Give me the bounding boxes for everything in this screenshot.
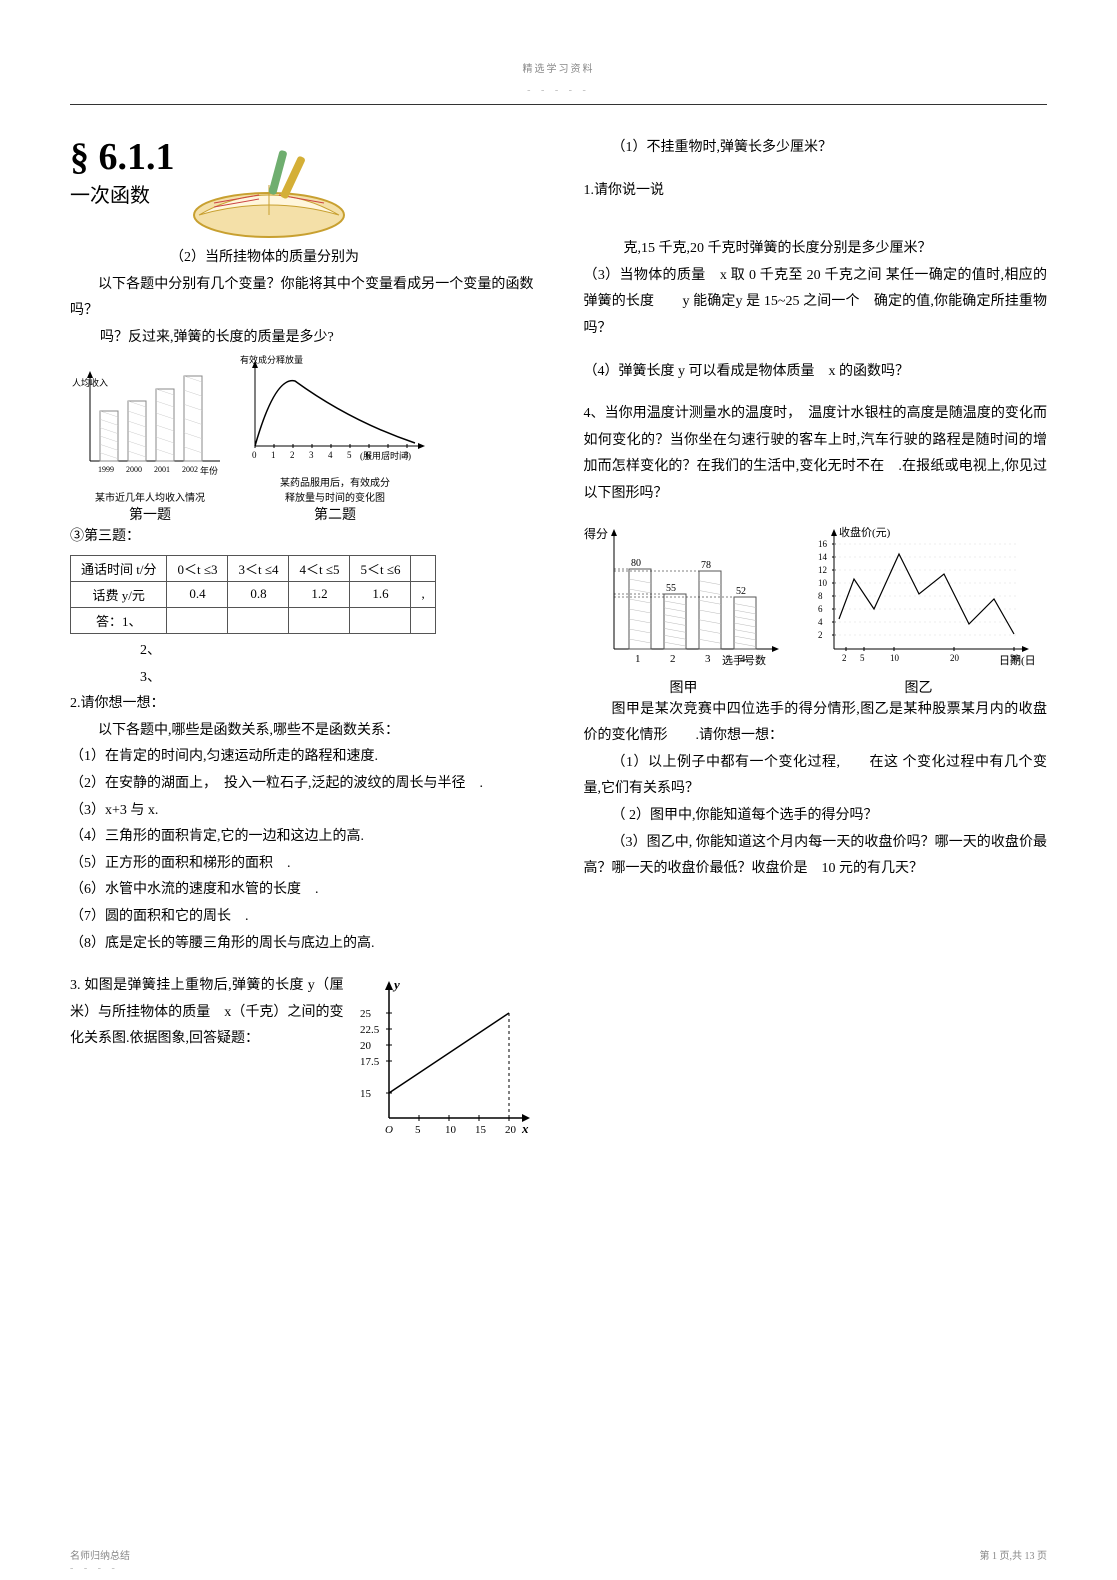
svg-text:5: 5: [347, 450, 352, 460]
list-item: （5）正方形的面积和梯形的面积 .: [70, 851, 534, 878]
svg-text:得分: 得分: [584, 526, 608, 541]
left-column: § 6.1.1 一次函数 （2）当所挂物体的质量分别为 以下各题中分别有几个变量…: [70, 135, 534, 1143]
svg-text:15: 15: [360, 1088, 372, 1100]
list-item: （1）在肯定的时间内,匀速运动所走的路程和速度.: [70, 744, 534, 771]
list-item: （8）底是定长的等腰三角形的周长与底边上的高.: [70, 931, 534, 958]
list-item: （3）x+3 与 x.: [70, 798, 534, 825]
svg-text:5: 5: [860, 653, 865, 663]
svg-text:22.5: 22.5: [360, 1024, 380, 1036]
list-item: （7）圆的面积和它的周长 .: [70, 904, 534, 931]
svg-text:3: 3: [309, 450, 314, 460]
right-column: （1）不挂重物时,弹簧长多少厘米？ 1.请你说一说 克,15 千克,20 千克时…: [584, 135, 1048, 1143]
svg-text:4: 4: [818, 617, 823, 627]
header-title: 精选学习资料: [70, 60, 1047, 75]
svg-text:0: 0: [252, 450, 257, 460]
svg-text:6: 6: [818, 604, 823, 614]
svg-text:人均收入: 人均收入: [72, 377, 108, 388]
footer-left: 名师归纳总结: [70, 1547, 130, 1562]
section-number: § 6.1.1: [70, 135, 175, 179]
svg-text:x: x: [521, 1121, 529, 1136]
svg-text:4: 4: [328, 450, 333, 460]
svg-text:2001: 2001: [154, 465, 170, 474]
r-cont: 克,15 千克,20 千克时弹簧的长度分别是多少厘米？: [624, 236, 1048, 263]
svg-text:17.5: 17.5: [360, 1056, 380, 1068]
header-dashes: - - - - -: [70, 85, 1047, 96]
svg-text:20: 20: [505, 1124, 517, 1136]
chart-1: 人均收入 1999200020012002 年份 某市近几年人均收入情况 第一题: [70, 366, 230, 524]
r-say: 1.请你说一说: [584, 178, 1048, 205]
svg-text:2: 2: [818, 630, 823, 640]
svg-text:15: 15: [475, 1124, 487, 1136]
q3-title: ③第三题：: [70, 524, 534, 551]
chart1-label: 第一题: [70, 504, 230, 524]
call-fee-table: 通话时间 t/分0＜t ≤33＜t ≤44＜t ≤55＜t ≤6 话费 y/元0…: [70, 555, 436, 634]
spring-chart: y x 25 22.5 20 17.5 15 O 5 10 15 20: [354, 973, 534, 1143]
top-rule: [70, 104, 1047, 105]
ans-3: 3、: [140, 665, 534, 692]
svg-text:年份: 年份: [200, 465, 218, 476]
svg-text:25: 25: [360, 1008, 372, 1020]
svg-text:5: 5: [415, 1124, 421, 1136]
think-title: 2.请你想一想：: [70, 691, 534, 718]
svg-text:2: 2: [842, 653, 847, 663]
book-icon: [179, 135, 349, 245]
r-q1: （1）不挂重物时,弹簧长多少厘米？: [584, 135, 1048, 162]
r-q4: （4）弹簧长度 y 可以看成是物体质量 x 的函数吗？: [584, 359, 1048, 386]
svg-text:10: 10: [445, 1124, 457, 1136]
svg-text:10: 10: [818, 578, 828, 588]
chart2-label: 第二题: [240, 504, 430, 524]
svg-text:78: 78: [701, 560, 711, 571]
chart-yi: 收盘价(元) 161412108642 25102030 日期(日) 图乙: [804, 524, 1034, 697]
r-q3: （3）当物体的质量 x 取 0 千克至 20 千克之间 某任一确定的值时,相应的…: [584, 263, 1048, 343]
r-p7: （1）以上例子中都有一个变化过程, 在这 个变化过程中有几个变量,它们有关系吗？: [584, 750, 1048, 803]
list-item: （6）水管中水流的速度和水管的长度 .: [70, 877, 534, 904]
r-p9: （3）图乙中, 你能知道这个月内每一天的收盘价吗？哪一天的收盘价最高？哪一天的收…: [584, 830, 1048, 883]
footer-right: 第 1 页,共 13 页: [980, 1547, 1048, 1562]
svg-text:选手号数: 选手号数: [722, 653, 766, 667]
svg-text:日期(日): 日期(日): [999, 654, 1034, 667]
section-subtitle: 一次函数: [70, 179, 175, 208]
svg-text:y: y: [392, 977, 400, 992]
svg-text:2: 2: [290, 450, 295, 460]
svg-text:12: 12: [818, 565, 827, 575]
spring-reverse-line: 吗？反过来,弹簧的长度的质量是多少?: [100, 325, 534, 352]
svg-text:52: 52: [736, 586, 746, 597]
svg-text:8: 8: [818, 591, 823, 601]
svg-text:55: 55: [666, 583, 676, 594]
chart-jia: 得分 801552783524 选手号数 图甲: [584, 524, 784, 697]
svg-text:O: O: [385, 1124, 393, 1136]
svg-text:1: 1: [271, 450, 276, 460]
q3-spring-text: 3. 如图是弹簧挂上重物后,弹簧的长度 y（厘米）与所挂物体的质量 x（千克）之…: [70, 973, 344, 1053]
svg-text:2000: 2000: [126, 465, 142, 474]
svg-text:1999: 1999: [98, 465, 114, 474]
svg-text:有效成分释放量: 有效成分释放量: [240, 354, 303, 365]
r-p8: （ 2）图甲中,你能知道每个选手的得分吗？: [584, 803, 1048, 830]
r-p6: 图甲是某次竞赛中四位选手的得分情形,图乙是某种股票某月内的收盘价的变化情形 .请…: [584, 697, 1048, 750]
svg-text:(服用后时间): (服用后时间): [360, 450, 411, 461]
footer-dashes: - - - -: [70, 1563, 119, 1574]
think-intro: 以下各题中,哪些是函数关系,哪些不是函数关系：: [70, 718, 534, 745]
r-p5: 4、当你用温度计测量水的温度时， 温度计水银柱的高度是随温度的变化而如何变化的？…: [584, 401, 1048, 507]
list-item: （4）三角形的面积肯定,它的一边和这边上的高.: [70, 824, 534, 851]
intro-question: 以下各题中分别有几个变量？你能将其中个变量看成另一个变量的函数吗？: [70, 272, 534, 325]
svg-text:16: 16: [818, 539, 828, 549]
svg-text:20: 20: [360, 1040, 372, 1052]
svg-text:14: 14: [818, 552, 828, 562]
svg-text:2002: 2002: [182, 465, 198, 474]
svg-text:20: 20: [950, 653, 960, 663]
ans-2: 2、: [140, 638, 534, 665]
q2-hanging: （2）当所挂物体的质量分别为: [170, 245, 534, 272]
svg-text:80: 80: [631, 558, 641, 569]
svg-text:收盘价(元): 收盘价(元): [839, 525, 891, 539]
footer: 名师归纳总结 第 1 页,共 13 页: [70, 1547, 1047, 1562]
chart-2: 有效成分释放量 012345678 (服用后时间) 某药品服用后，有效成分 释放…: [240, 351, 430, 524]
svg-text:2: 2: [670, 653, 676, 665]
svg-text:1: 1: [635, 653, 641, 665]
svg-text:10: 10: [890, 653, 900, 663]
list-item: （2）在安静的湖面上， 投入一粒石子,泛起的波纹的周长与半径 .: [70, 771, 534, 798]
svg-text:3: 3: [705, 653, 711, 665]
